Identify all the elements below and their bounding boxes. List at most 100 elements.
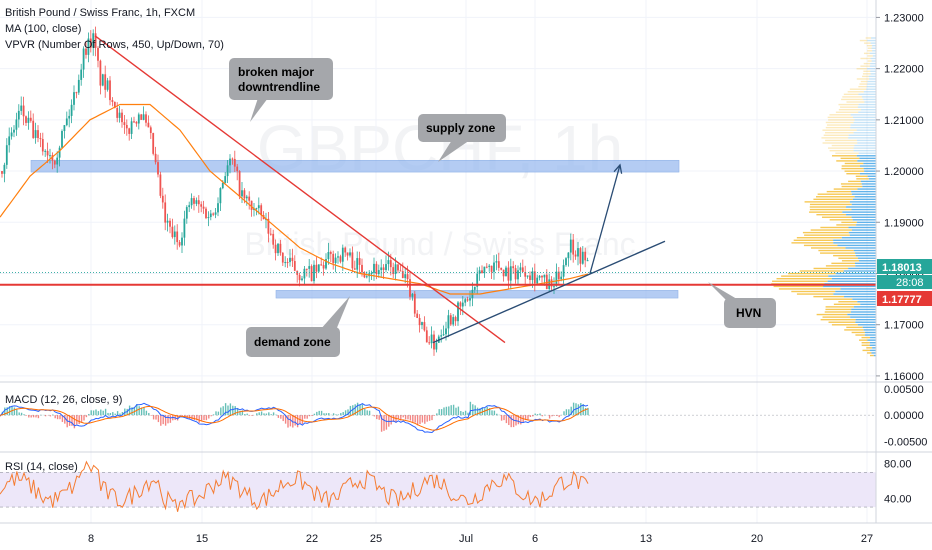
candle-body bbox=[560, 276, 563, 280]
volume-bar-down bbox=[859, 173, 876, 175]
axes[interactable]: 1.160001.170001.180001.190001.200001.210… bbox=[88, 12, 928, 545]
callout-demand[interactable]: demand zone bbox=[246, 296, 350, 357]
candle-body bbox=[332, 253, 335, 264]
volume-bar-down bbox=[855, 254, 876, 257]
volume-bar-down bbox=[850, 316, 876, 318]
callout-supply[interactable]: supply zone bbox=[418, 114, 506, 162]
volume-profile bbox=[771, 37, 876, 357]
volume-bar-down bbox=[854, 196, 876, 198]
volume-bar-down bbox=[857, 324, 876, 326]
volume-bar-up bbox=[867, 60, 872, 62]
volume-bar-up bbox=[828, 119, 855, 121]
volume-bar-up bbox=[809, 211, 843, 213]
candle-body bbox=[483, 266, 486, 274]
candle-body bbox=[77, 79, 80, 93]
candle-body bbox=[507, 267, 510, 281]
volume-bar-up bbox=[846, 101, 865, 103]
projection-arrow bbox=[589, 164, 621, 274]
candle-body bbox=[238, 171, 241, 197]
time-axis-label: 6 bbox=[532, 533, 538, 545]
volume-bar-down bbox=[852, 219, 876, 221]
candle-body bbox=[447, 315, 450, 329]
candle-body bbox=[382, 267, 385, 271]
candle-body bbox=[339, 256, 342, 262]
countdown-tag[interactable]: 28:08 bbox=[877, 275, 932, 289]
volume-bar-up bbox=[828, 321, 856, 323]
callout-downtrend[interactable]: broken major downtrendline bbox=[229, 58, 333, 122]
candle-body bbox=[545, 274, 548, 289]
candle-body bbox=[269, 233, 272, 235]
candle-body bbox=[183, 218, 186, 238]
legend-symbol[interactable]: British Pound / Swiss Franc, 1h, FXCM bbox=[5, 7, 196, 19]
volume-bar-down bbox=[872, 55, 876, 57]
candle-body bbox=[22, 105, 25, 117]
volume-bar-up bbox=[791, 242, 834, 244]
volume-bar-up bbox=[867, 55, 873, 57]
volume-bar-up bbox=[809, 203, 852, 206]
volume-bar-up bbox=[840, 183, 862, 185]
candle-body bbox=[305, 268, 308, 270]
volume-bar-up bbox=[836, 224, 857, 226]
candle-body bbox=[344, 247, 347, 253]
price-tag-red[interactable]: 1.17777 bbox=[877, 291, 932, 306]
volume-bar-down bbox=[833, 242, 876, 244]
candle-body bbox=[53, 160, 56, 165]
volume-bar-up bbox=[860, 57, 871, 60]
volume-bar-up bbox=[869, 354, 874, 357]
callout-hvn[interactable]: HVN bbox=[708, 282, 776, 328]
price-tag-last[interactable]: 1.18013 bbox=[877, 259, 932, 274]
candle-body bbox=[459, 302, 462, 307]
volume-bar-down bbox=[869, 342, 876, 344]
price-tag-last-label: 1.18013 bbox=[882, 262, 922, 274]
candle-body bbox=[219, 188, 222, 204]
legend-vpvr[interactable]: VPVR (Number Of Rows, 450, Up/Down, 70) bbox=[5, 39, 224, 51]
price-axis-label: 1.16000 bbox=[884, 371, 924, 383]
candle-body bbox=[291, 257, 294, 262]
volume-bar-down bbox=[870, 57, 876, 60]
volume-bar-down bbox=[870, 349, 876, 352]
candle-body bbox=[409, 279, 411, 297]
rsi-band bbox=[0, 472, 876, 508]
candle-body bbox=[572, 239, 575, 255]
candle-body bbox=[293, 261, 296, 271]
volume-bar-down bbox=[850, 124, 876, 126]
candle-body bbox=[349, 252, 351, 256]
candle-body bbox=[425, 330, 428, 343]
candle-body bbox=[56, 157, 59, 165]
volume-bar-up bbox=[829, 114, 851, 116]
volume-bar-down bbox=[831, 277, 876, 280]
legend-ma[interactable]: MA (100, close) bbox=[5, 23, 82, 35]
volume-bar-down bbox=[823, 285, 876, 288]
volume-bar-up bbox=[773, 285, 824, 288]
candle-body bbox=[529, 275, 531, 281]
volume-bar-down bbox=[863, 91, 876, 93]
volume-bar-up bbox=[842, 96, 863, 98]
candle-body bbox=[37, 130, 39, 139]
candle-body bbox=[327, 252, 330, 260]
volume-bar-up bbox=[826, 124, 851, 126]
volume-bar-up bbox=[821, 216, 852, 218]
volume-bar-up bbox=[867, 50, 873, 52]
volume-bar-down bbox=[835, 272, 876, 275]
candle-body bbox=[243, 190, 246, 199]
volume-bar-up bbox=[841, 221, 857, 224]
volume-bar-up bbox=[855, 175, 868, 177]
candle-body bbox=[142, 114, 145, 120]
volume-bar-down bbox=[851, 208, 876, 211]
macd-title[interactable]: MACD (12, 26, close, 9) bbox=[5, 394, 122, 406]
candle-body bbox=[497, 261, 500, 268]
volume-bar-up bbox=[846, 173, 860, 175]
drawings[interactable] bbox=[0, 35, 876, 344]
candle-body bbox=[466, 299, 469, 301]
candle-body bbox=[61, 131, 63, 148]
volume-bar-down bbox=[846, 213, 876, 216]
volume-bar-down bbox=[863, 167, 876, 170]
volume-bar-down bbox=[828, 275, 876, 277]
rsi-title[interactable]: RSI (14, close) bbox=[5, 461, 78, 473]
candle-body bbox=[308, 266, 311, 269]
time-axis-label: 8 bbox=[88, 533, 94, 545]
volume-bar-up bbox=[846, 326, 863, 329]
candle-body bbox=[217, 203, 219, 213]
volume-bar-up bbox=[863, 62, 871, 65]
